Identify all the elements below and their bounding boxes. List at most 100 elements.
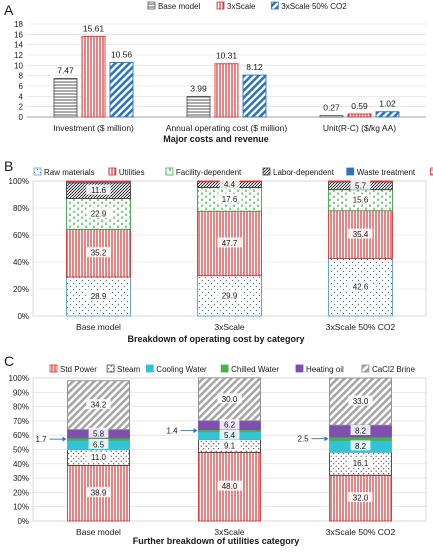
y-tick-label: 100%	[9, 177, 29, 186]
y-tick-label: 30%	[13, 474, 29, 483]
data-label: 22.9	[91, 210, 107, 219]
data-label: 15.61	[83, 23, 105, 33]
y-tick-label: 10	[14, 61, 23, 70]
legend-swatch	[109, 168, 116, 175]
legend-label: 3xScale	[227, 2, 256, 11]
legend-label: Heating oil	[306, 365, 344, 374]
data-label: 10.31	[216, 51, 238, 61]
data-label: 0.59	[351, 101, 368, 111]
panel-c-letter: C	[4, 353, 14, 369]
legend-label: Cooling Water	[156, 365, 207, 374]
bar-base-model	[54, 78, 77, 117]
data-label: 1.02	[379, 99, 396, 109]
y-tick-label: 90%	[13, 388, 29, 397]
data-label: 5.8	[93, 429, 105, 438]
y-tick-label: 2	[19, 103, 24, 112]
y-tick-label: 8	[19, 72, 24, 81]
y-tick-label: 60%	[13, 431, 29, 440]
legend-label: Steam	[117, 365, 140, 374]
legend-swatch	[148, 2, 155, 9]
data-label: 9.1	[224, 441, 236, 450]
data-label: 33.0	[353, 397, 369, 406]
bar-3xscale	[82, 36, 105, 117]
y-tick-label: 14	[14, 41, 23, 50]
legend-swatch	[146, 365, 153, 372]
x-category-label: Base model	[76, 322, 121, 332]
callout-label: 1.4	[167, 427, 179, 436]
legend-swatch	[347, 168, 354, 175]
panel-a-letter: A	[4, 2, 14, 18]
y-tick-label: 12	[14, 51, 23, 60]
data-label: 11.0	[91, 453, 107, 462]
y-tick-label: 10%	[13, 503, 29, 512]
x-category-label: Unit(R-C) ($/kg AA)	[323, 123, 396, 133]
y-tick-label: 100%	[9, 374, 29, 383]
x-category-label: 3xScale 50% CO2	[326, 527, 396, 537]
data-label: 47.7	[222, 239, 238, 248]
legend-swatch	[34, 168, 41, 175]
y-tick-label: 0%	[17, 517, 29, 526]
bar-3xscale-50-co2	[243, 75, 266, 117]
y-tick-label: 50%	[13, 446, 29, 455]
y-tick-label: 40%	[13, 460, 29, 469]
callout-label: 2.5	[298, 435, 310, 444]
bar-3xscale-50-co2	[110, 62, 133, 117]
data-label: 30.0	[222, 395, 238, 404]
bar-base-model	[320, 116, 343, 117]
y-tick-label: 18	[14, 20, 23, 29]
data-label: 6.2	[224, 421, 236, 430]
data-label: 35.4	[353, 230, 369, 239]
data-label: 16.1	[353, 459, 369, 468]
y-tick-label: 60%	[13, 231, 29, 240]
callout-arrow-head	[63, 437, 67, 442]
data-label: 5.4	[224, 431, 236, 440]
data-label: 42.6	[353, 283, 369, 292]
data-label: 48.0	[222, 482, 238, 491]
x-category-label: Annual operating cost ($ million)	[166, 123, 288, 133]
y-tick-label: 0%	[17, 312, 29, 321]
panel-b-letter: B	[4, 158, 13, 174]
data-label: 17.6	[222, 195, 238, 204]
y-tick-label: 70%	[13, 417, 29, 426]
data-label: 5.7	[355, 181, 367, 190]
legend-label: Std Power	[60, 365, 97, 374]
data-label: 8.2	[355, 442, 367, 451]
y-tick-label: 20%	[13, 285, 29, 294]
x-category-label: Investment ($ million)	[53, 123, 134, 133]
legend-swatch	[296, 365, 303, 372]
y-tick-label: 20%	[13, 488, 29, 497]
legend-label: Utilities	[119, 168, 145, 177]
callout-label: 1.7	[36, 435, 48, 444]
data-label: 38.9	[91, 489, 107, 498]
legend-label: Raw materials	[44, 168, 95, 177]
x-category-label: 3xScale	[214, 322, 245, 332]
data-label: 10.56	[111, 49, 133, 59]
segment-chilled-water	[330, 437, 392, 441]
legend-label: Base model	[158, 2, 200, 11]
data-label: 4.4	[224, 180, 236, 189]
data-label: 32.0	[353, 494, 369, 503]
legend-label: Labor-dependent	[273, 168, 335, 177]
data-label: 28.9	[91, 292, 107, 301]
data-label: 34.2	[91, 401, 107, 410]
data-label: 6.5	[93, 440, 105, 449]
data-label: 35.2	[91, 249, 107, 258]
data-label: 3.99	[190, 83, 207, 93]
legend-label: 3xScale 50% CO2	[281, 2, 347, 11]
legend-swatch	[221, 365, 228, 372]
data-label: 8.2	[355, 427, 367, 436]
legend-label: Waste treatment	[357, 168, 416, 177]
callout-arrow-head	[194, 428, 198, 433]
legend-swatch	[271, 2, 278, 9]
x-category-label: 3xScale 50% CO2	[326, 322, 396, 332]
bar-3xscale	[348, 114, 371, 117]
legend-swatch	[50, 365, 57, 372]
data-label: 0.27	[323, 103, 340, 113]
legend-label: Chilled Water	[231, 365, 279, 374]
bar-3xscale-50-co2	[376, 112, 399, 117]
data-label: 15.6	[353, 196, 369, 205]
legend-swatch	[217, 2, 224, 9]
legend-swatch	[263, 168, 270, 175]
